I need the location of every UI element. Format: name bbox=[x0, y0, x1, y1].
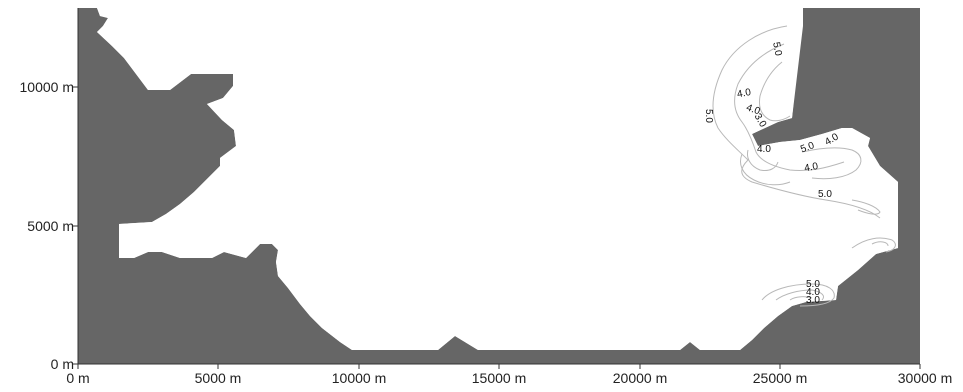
contour-label: 4.0 bbox=[736, 87, 752, 100]
contour-label: 5.0 bbox=[703, 109, 714, 123]
y-tick-label: 10000 m bbox=[20, 79, 74, 95]
contour-line-ne-4 bbox=[740, 153, 791, 186]
y-tick-label: 0 m bbox=[51, 356, 74, 372]
y-axis-labels: 0 m 5000 m 10000 m bbox=[20, 79, 74, 372]
contour-line-e-2 bbox=[871, 241, 889, 247]
contour-line-ne-outer bbox=[712, 25, 881, 219]
contour-label: 5.0 bbox=[806, 279, 820, 290]
contour-label: 4.0 bbox=[806, 287, 820, 298]
x-tick-label: 10000 m bbox=[332, 370, 386, 386]
land-west bbox=[78, 8, 920, 364]
contour-label: 4.0 bbox=[757, 144, 771, 155]
contour-line-ne-3 bbox=[759, 61, 791, 122]
x-tick-label: 25000 m bbox=[753, 370, 807, 386]
contour-labels: 5.0 4.0 5.0 4.0 3.0 4.0 5.0 4.0 4.0 5.0 … bbox=[703, 41, 841, 306]
y-axis-ticks bbox=[73, 86, 78, 365]
contour-label: 3.0 bbox=[806, 295, 820, 306]
x-tick-label: 5000 m bbox=[195, 370, 242, 386]
x-axis-labels: 0 m 5000 m 10000 m 15000 m 20000 m 25000… bbox=[66, 370, 952, 386]
contour-line-ne-5 bbox=[747, 149, 779, 171]
contour-line-se-2 bbox=[775, 289, 825, 301]
contour-label: 5.0 bbox=[770, 41, 783, 57]
contour-line-ne-7 bbox=[851, 199, 881, 215]
x-axis-ticks bbox=[77, 364, 921, 369]
contour-line-ne-6 bbox=[801, 147, 862, 180]
x-tick-label: 0 m bbox=[66, 370, 89, 386]
contour-label: 4.0 bbox=[745, 102, 762, 117]
contour-line-se-1 bbox=[761, 283, 835, 307]
contour-label: 5.0 bbox=[799, 140, 816, 155]
contour-line-ne-2 bbox=[734, 43, 845, 171]
contour-line-e-1 bbox=[851, 237, 896, 253]
contour-label: 4.0 bbox=[803, 161, 819, 174]
contour-label: 5.0 bbox=[818, 189, 832, 200]
x-tick-label: 30000 m bbox=[898, 370, 952, 386]
y-tick-label: 5000 m bbox=[27, 218, 74, 234]
contour-line-se-3 bbox=[789, 296, 813, 301]
x-tick-label: 20000 m bbox=[613, 370, 667, 386]
x-tick-label: 15000 m bbox=[472, 370, 526, 386]
water-basin bbox=[97, 8, 898, 350]
